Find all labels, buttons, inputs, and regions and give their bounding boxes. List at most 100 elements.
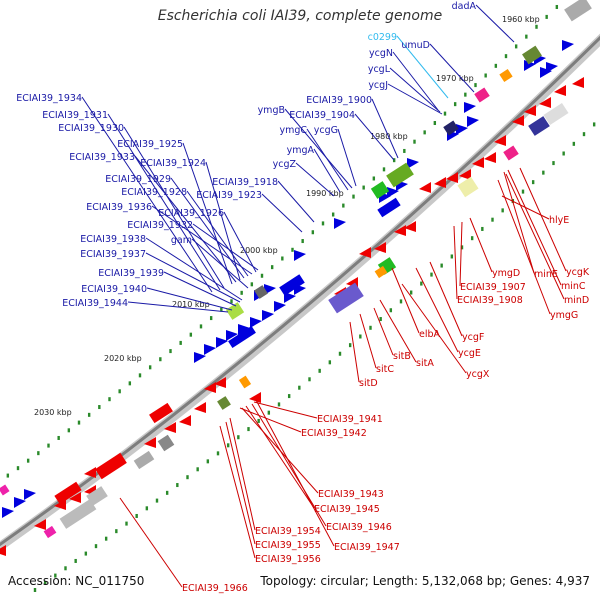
label-forward-gene: ECIAI39_1932: [127, 220, 193, 231]
tick-mark: [318, 368, 321, 373]
tick-mark: [135, 513, 138, 518]
tick-mark: [552, 161, 555, 166]
tick-mark: [148, 365, 152, 370]
tick-mark: [16, 466, 20, 471]
reverse-gene: [69, 492, 81, 503]
leader-line: [295, 162, 335, 197]
tick-mark: [87, 412, 91, 417]
tick-mark: [311, 230, 315, 235]
leader-line: [349, 321, 360, 383]
forward-gene: [370, 181, 390, 199]
leader-line: [182, 142, 233, 285]
tick-mark: [206, 459, 210, 464]
forward-gene: [254, 285, 268, 299]
label-reverse-gene: ECIAI39_1954: [255, 526, 321, 537]
label-forward-gene: dadA: [452, 1, 477, 12]
label-forward-gene: gam: [171, 235, 192, 246]
reverse-gene: [543, 102, 569, 126]
reverse-gene: [528, 116, 550, 136]
leader-line: [459, 221, 463, 287]
label-forward-gene: ycgG: [314, 125, 338, 136]
forward-gene: [284, 292, 296, 303]
leader-line: [192, 223, 259, 271]
label-forward-gene: ycgZ: [273, 159, 297, 170]
reverse-gene: [472, 157, 484, 168]
tick-mark: [464, 92, 467, 97]
tick-mark: [291, 247, 294, 252]
leader-line: [507, 169, 562, 286]
leader-line: [145, 237, 243, 301]
label-forward-gene: ymgA: [287, 145, 315, 156]
tick-mark: [267, 410, 271, 415]
reverse-gene: [484, 152, 496, 163]
forward-gene: [522, 45, 542, 65]
leader-line: [354, 113, 395, 161]
tick-mark: [247, 427, 250, 432]
tick-mark: [342, 203, 345, 208]
tick-mark: [331, 212, 335, 217]
forward-gene: [250, 317, 262, 328]
tick-mark: [535, 24, 538, 29]
tick-mark: [440, 263, 443, 268]
tick-mark: [108, 397, 111, 402]
reverse-gene: [59, 499, 97, 529]
reverse-gene: [95, 452, 127, 480]
reverse-gene: [214, 377, 226, 388]
forward-gene: [387, 187, 399, 198]
label-reverse-gene: ECIAI39_1943: [318, 489, 384, 500]
reverse-gene: [204, 382, 216, 393]
tick-mark: [145, 506, 149, 511]
label-reverse-gene: sitC: [376, 364, 394, 375]
forward-gene: [194, 352, 206, 363]
tick-mark: [409, 290, 413, 295]
reverse-gene: [217, 396, 231, 410]
leader-line: [127, 301, 229, 313]
leader-line: [396, 35, 449, 99]
label-forward-gene: ECIAI39_1944: [62, 298, 128, 309]
reverse-gene: [359, 247, 371, 258]
tick-mark: [555, 4, 559, 9]
tick-mark: [64, 566, 67, 571]
tick-mark: [420, 281, 423, 286]
accession-text: Accession: NC_011750: [8, 574, 145, 588]
gene-labels: ECIAI39_1934 ECIAI39_1931 ECIAI39_1930 ECIA…: [16, 1, 590, 594]
label-reverse-gene: sitB: [393, 351, 411, 362]
tick-mark: [403, 148, 406, 153]
leader-line: [261, 193, 303, 233]
reverse-gene: [539, 97, 551, 108]
tick-mark: [359, 334, 362, 339]
reverse-gene: [238, 375, 252, 389]
reverse-gene: [554, 85, 566, 96]
label-forward-gene: ECIAI39_1933: [69, 152, 135, 163]
label-forward-gene: ECIAI39_1925: [117, 139, 183, 150]
tick-mark: [209, 316, 213, 321]
forward-gene: [216, 337, 228, 348]
reverse-gene: [149, 402, 173, 424]
reverse-gene: [194, 402, 206, 413]
tick-mark: [125, 521, 128, 526]
reverse-gene: [328, 282, 364, 314]
forward-gene: [456, 124, 468, 135]
label-reverse-gene: ycgK: [566, 267, 590, 278]
label-reverse-gene: sitD: [359, 378, 378, 389]
leader-line: [359, 313, 377, 369]
label-reverse-gene: ECIAI39_1908: [457, 295, 523, 306]
tick-mark: [257, 418, 260, 423]
reverse-gene: [34, 519, 46, 530]
label-reverse-gene: ECIAI39_1966: [182, 583, 248, 594]
tick-mark: [196, 467, 199, 472]
forward-gene: [228, 326, 256, 348]
tick-mark: [216, 451, 220, 456]
reverse-gene: [374, 265, 388, 279]
reverse-gene: [394, 225, 406, 236]
tick-mark: [186, 475, 189, 480]
label-reverse-gene: ECIAI39_1941: [317, 414, 383, 425]
forward-gene: [562, 40, 574, 51]
label-forward-gene: ECIAI39_1931: [42, 110, 108, 121]
label-forward-gene: ECIAI39_1929: [105, 174, 171, 185]
tick-mark: [399, 299, 403, 304]
forward-gene: [564, 0, 592, 22]
label-forward-gene: ECIAI39_1926: [158, 208, 224, 219]
tick-mark: [298, 385, 301, 390]
label-reverse-gene: ECIAI39_1942: [301, 428, 367, 439]
